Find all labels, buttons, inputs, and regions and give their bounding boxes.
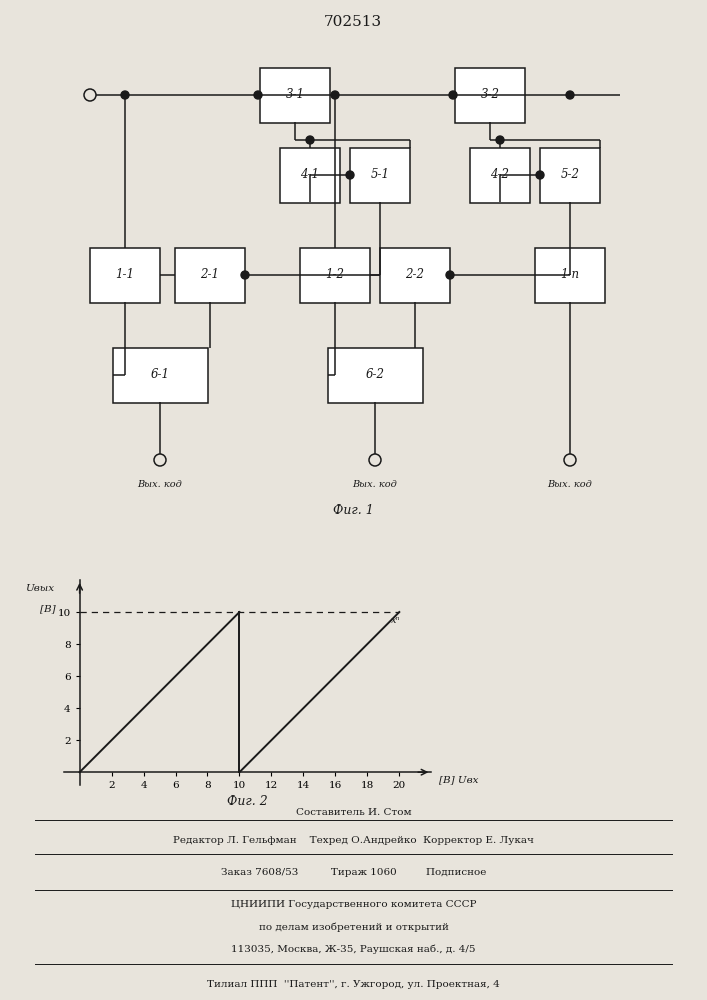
Bar <box>327 348 423 402</box>
Circle shape <box>254 91 262 99</box>
Text: Τилиал ППП  ''Патент'', г. Ужгород, ул. Проектная, 4: Τилиал ППП ''Патент'', г. Ужгород, ул. П… <box>207 980 500 989</box>
Text: 6-1: 6-1 <box>151 368 170 381</box>
Circle shape <box>449 91 457 99</box>
Bar <box>470 147 530 202</box>
Text: Заказ 7608/53          Тираж 1060         Подписное: Заказ 7608/53 Тираж 1060 Подписное <box>221 868 486 877</box>
Circle shape <box>446 271 454 279</box>
Text: 1-2: 1-2 <box>325 268 344 282</box>
Bar <box>350 147 410 202</box>
Text: Вых. код: Вых. код <box>548 480 592 489</box>
Bar <box>280 147 340 202</box>
Circle shape <box>306 136 314 144</box>
Text: 1-n: 1-n <box>561 268 580 282</box>
Text: Фиг. 2: Фиг. 2 <box>227 795 268 808</box>
Circle shape <box>121 91 129 99</box>
Text: ЦНИИПИ Государственного комитета СССР: ЦНИИПИ Государственного комитета СССР <box>230 900 477 909</box>
Bar <box>175 247 245 302</box>
Text: Редактор Л. Гельфман    Техред О.Андрейко  Корректор Е. Лукач: Редактор Л. Гельфман Техред О.Андрейко К… <box>173 836 534 845</box>
Text: Вых. код: Вых. код <box>138 480 182 489</box>
Text: 5-2: 5-2 <box>561 168 580 182</box>
Text: Вых. код: Вых. код <box>353 480 397 489</box>
Bar <box>455 68 525 122</box>
Text: по делам изобретений и открытий: по делам изобретений и открытий <box>259 922 448 932</box>
Text: Uвых: Uвых <box>25 584 54 593</box>
Bar <box>90 247 160 302</box>
Bar <box>300 247 370 302</box>
Bar <box>260 68 330 122</box>
Text: [B] Uвх: [B] Uвх <box>439 776 479 785</box>
Text: xⁿ: xⁿ <box>391 616 401 625</box>
Text: 2-1: 2-1 <box>201 268 219 282</box>
Bar <box>112 348 207 402</box>
Circle shape <box>331 91 339 99</box>
Text: 3-2: 3-2 <box>481 89 500 102</box>
Bar <box>380 247 450 302</box>
Text: 113035, Москва, Ж-35, Раушская наб., д. 4/5: 113035, Москва, Ж-35, Раушская наб., д. … <box>231 944 476 954</box>
Bar <box>540 147 600 202</box>
Text: [B]: [B] <box>40 604 55 613</box>
Circle shape <box>346 171 354 179</box>
Bar <box>535 247 605 302</box>
Circle shape <box>566 91 574 99</box>
Text: 1-1: 1-1 <box>115 268 134 282</box>
Text: 702513: 702513 <box>324 15 382 29</box>
Circle shape <box>496 136 504 144</box>
Text: 4-2: 4-2 <box>491 168 510 182</box>
Text: 5-1: 5-1 <box>370 168 390 182</box>
Text: 4-1: 4-1 <box>300 168 320 182</box>
Text: 2-2: 2-2 <box>406 268 424 282</box>
Text: 3-1: 3-1 <box>286 89 305 102</box>
Circle shape <box>241 271 249 279</box>
Circle shape <box>536 171 544 179</box>
Text: Составитель И. Стом: Составитель И. Стом <box>296 808 411 817</box>
Text: 6-2: 6-2 <box>366 368 385 381</box>
Text: Фиг. 1: Фиг. 1 <box>332 504 373 516</box>
